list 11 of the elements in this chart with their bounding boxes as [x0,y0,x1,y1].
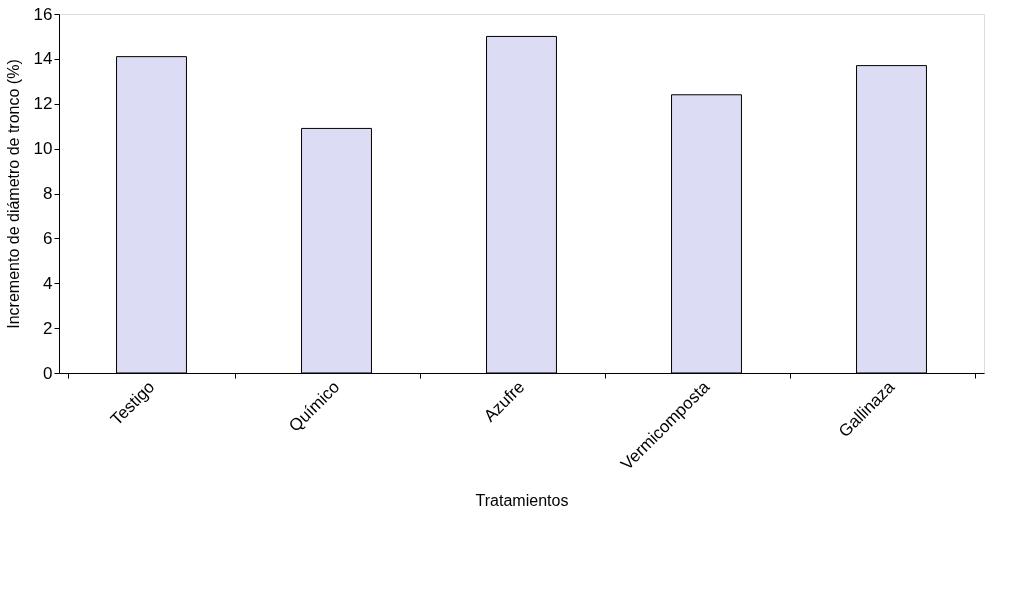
y-tick-label: 12 [33,94,53,114]
y-axis-title: Incremento de diámetro de tronco (%) [4,59,22,329]
y-tick-label: 6 [43,228,53,248]
y-tick-label: 4 [43,273,53,293]
y-tick-label: 2 [43,318,53,338]
y-tick-label: 0 [43,363,53,383]
y-tick-label: 10 [33,139,53,159]
y-tick-label: 16 [33,4,53,24]
y-tick-label: 14 [33,49,53,69]
x-axis-title: Tratamientos [475,492,569,509]
y-tick-label: 8 [43,184,53,203]
